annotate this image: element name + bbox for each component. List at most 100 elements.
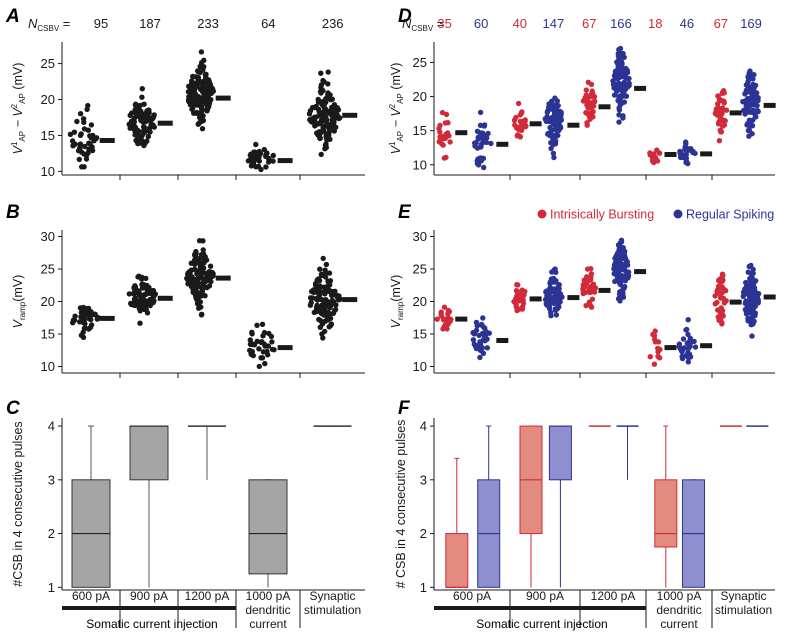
condition-label-line2: stimulation (715, 603, 772, 617)
data-point (331, 307, 338, 314)
rs-data-point (553, 126, 559, 133)
panel-letter-c: C (6, 398, 20, 419)
rs-data-point (612, 262, 619, 268)
data-point (146, 289, 152, 295)
rs-data-point (616, 46, 622, 53)
condition-label: 900 pA (526, 589, 564, 603)
rs-data-point (680, 336, 687, 342)
rs-data-point (743, 99, 750, 105)
data-point (189, 282, 195, 289)
data-point (81, 325, 88, 331)
rs-n-count-label: 169 (740, 16, 762, 31)
box (248, 479, 288, 575)
data-point (325, 278, 331, 284)
ib-data-point (441, 304, 448, 310)
ib-data-point (657, 346, 663, 353)
data-point (77, 111, 84, 117)
ib-data-point (584, 120, 590, 126)
data-point (94, 316, 101, 322)
ib-data-point (720, 277, 726, 283)
data-point (137, 320, 143, 326)
data-point (143, 275, 149, 282)
y-tick-label: 20 (413, 89, 427, 104)
rs-data-point (676, 344, 682, 350)
median-marker (277, 345, 293, 351)
data-point (318, 271, 325, 277)
rs-data-point (550, 136, 556, 142)
ib-data-point (720, 272, 726, 279)
data-point (131, 120, 137, 127)
rs-data-point (750, 299, 757, 306)
ib-data-point (517, 306, 523, 312)
data-point (208, 90, 214, 97)
data-point (198, 268, 204, 274)
data-point (198, 60, 205, 66)
data-point (206, 283, 213, 289)
rs-data-point (745, 87, 751, 94)
data-point (316, 290, 323, 297)
y-tick-label: 20 (41, 294, 55, 309)
ib-data-point (440, 142, 446, 148)
y-tick-label: 25 (41, 262, 55, 277)
rs-data-point (478, 158, 484, 164)
rs-data-point (747, 275, 753, 282)
median-marker (729, 110, 742, 116)
data-point (146, 300, 152, 306)
rs-data-point (740, 293, 746, 299)
ib-data-point (513, 302, 519, 308)
data-point (207, 263, 214, 269)
median-marker (496, 338, 509, 343)
ib-data-point (647, 354, 653, 360)
ib-data-point (716, 278, 722, 284)
rs-data-point (747, 70, 753, 76)
data-point (86, 315, 92, 322)
rs-data-point (753, 114, 759, 120)
data-point (318, 84, 324, 91)
data-point (202, 293, 208, 299)
data-point (198, 304, 204, 310)
rs-data-point (751, 287, 758, 293)
data-point (129, 300, 135, 307)
data-point (81, 151, 87, 157)
ib-data-point (442, 120, 449, 126)
rs-data-point (610, 78, 616, 84)
condition-label: Synaptic (720, 589, 766, 603)
rs-data-point (476, 332, 482, 339)
data-point (320, 124, 326, 131)
y-axis-label: V1AP − V2AP (mV) (10, 63, 27, 155)
rs-data-point (751, 98, 757, 104)
data-point (259, 355, 266, 361)
rs-data-point (617, 289, 623, 295)
data-point (126, 121, 132, 128)
ib-data-point (514, 282, 520, 288)
panel-d-chart: 10 15 20 25 V1AP − V2AP (mV) NCSBV = 35 60 40 14… (388, 16, 776, 180)
ib-data-point (438, 313, 445, 319)
condition-label: 600 pA (453, 589, 491, 603)
y-tick-label: 3 (48, 472, 55, 487)
rs-data-point (612, 69, 619, 75)
data-point (201, 252, 207, 258)
rs-data-point (754, 102, 760, 109)
data-point (80, 304, 87, 311)
n-csbv-label: NCSBV = (28, 16, 70, 33)
data-point (75, 148, 82, 154)
data-point (88, 135, 94, 141)
rs-data-point (556, 282, 562, 288)
data-point (259, 321, 266, 327)
data-point (206, 103, 212, 110)
median-marker (99, 315, 115, 321)
y-tick-label: 10 (41, 359, 55, 374)
rs-data-point (686, 147, 692, 153)
data-point (316, 109, 322, 115)
somatic-bar-left (62, 606, 236, 610)
n-count-label: 95 (94, 16, 108, 31)
data-point (193, 248, 199, 255)
data-point (313, 114, 320, 120)
data-point (132, 295, 138, 301)
rs-data-point (620, 245, 626, 251)
rs-data-point (551, 117, 557, 123)
median-marker (664, 345, 677, 351)
y-tick-label: 2 (48, 526, 55, 541)
data-point (199, 311, 205, 317)
data-point (188, 260, 194, 266)
